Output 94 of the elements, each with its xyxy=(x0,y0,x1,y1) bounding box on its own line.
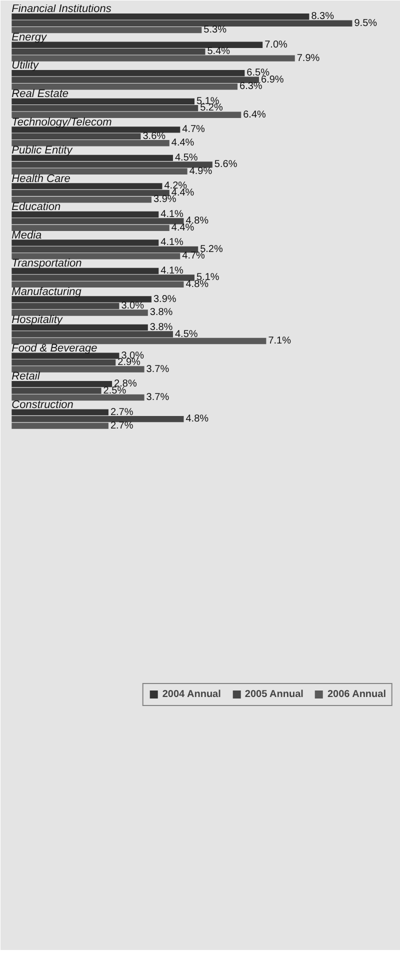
data-label: 4.8% xyxy=(186,414,209,425)
data-label: 3.8% xyxy=(150,322,173,334)
bar xyxy=(12,352,120,359)
data-label: 3.7% xyxy=(146,364,170,375)
y-tick-label: Financial Institutions xyxy=(12,3,112,16)
data-label: 4.1% xyxy=(160,237,184,248)
bar xyxy=(12,14,310,20)
data-label: 4.1% xyxy=(160,208,184,220)
bar xyxy=(12,140,170,146)
data-label: 5.4% xyxy=(207,46,230,58)
data-label: 8.3% xyxy=(311,11,334,22)
y-tick-label: Food & Beverage xyxy=(12,342,98,354)
bar xyxy=(12,183,162,190)
legend-label: 2004 Annual xyxy=(162,688,221,700)
bar xyxy=(12,126,180,133)
data-label: 4.7% xyxy=(182,250,206,262)
y-tick-label: Utility xyxy=(12,60,40,72)
bar xyxy=(12,55,295,62)
bar xyxy=(12,84,238,90)
bar xyxy=(12,388,102,394)
bar xyxy=(12,380,112,388)
bar xyxy=(12,246,198,253)
bar xyxy=(12,98,194,105)
bar xyxy=(12,338,266,344)
data-label: 9.5% xyxy=(354,18,378,29)
bar xyxy=(12,133,141,140)
data-label: 4.7% xyxy=(182,124,206,136)
data-label: 3.7% xyxy=(146,392,170,404)
bar xyxy=(12,42,263,48)
data-label: 3.0% xyxy=(121,300,144,312)
bar xyxy=(12,154,173,162)
bar xyxy=(12,218,184,224)
data-label: 5.6% xyxy=(214,159,238,170)
y-tick-label: Manufacturing xyxy=(12,286,82,298)
bar xyxy=(12,70,245,76)
y-tick-label: Transportation xyxy=(12,258,82,270)
data-label: 3.6% xyxy=(142,130,166,142)
bar xyxy=(12,310,148,316)
bar xyxy=(12,26,202,34)
bar xyxy=(12,48,206,55)
data-label: 6.3% xyxy=(240,81,262,92)
bar xyxy=(12,112,242,118)
bar xyxy=(12,416,184,422)
bar xyxy=(12,331,173,338)
y-tick-label: Technology/Telecom xyxy=(12,116,112,128)
bar xyxy=(12,409,108,416)
bar xyxy=(12,105,198,112)
data-label: 5.2% xyxy=(200,102,223,114)
bar xyxy=(12,296,152,302)
bar xyxy=(12,302,120,310)
data-label: 3.9% xyxy=(153,194,176,206)
bar xyxy=(12,240,159,246)
bar xyxy=(12,168,188,174)
bar xyxy=(12,268,159,274)
bar xyxy=(12,394,144,401)
bar xyxy=(12,274,194,281)
y-tick-label: Health Care xyxy=(12,172,70,185)
bar xyxy=(12,190,170,196)
data-label: 7.1% xyxy=(268,335,292,346)
bar xyxy=(12,76,260,83)
y-tick-label: Education xyxy=(12,201,61,214)
bar xyxy=(12,211,159,218)
bar xyxy=(12,224,170,232)
legend-label: 2006 Annual xyxy=(327,688,386,700)
data-label: 5.3% xyxy=(204,24,227,36)
bar xyxy=(12,20,352,26)
y-tick-label: Construction xyxy=(12,398,74,411)
data-label: 4.4% xyxy=(171,138,194,149)
legend-label: 2005 Annual xyxy=(244,688,304,700)
bar xyxy=(12,253,180,260)
y-tick-label: Media xyxy=(12,229,42,242)
bar xyxy=(12,366,144,372)
bar xyxy=(12,324,148,331)
data-label: 3.9% xyxy=(153,294,176,305)
bar xyxy=(12,281,184,288)
data-label: 7.9% xyxy=(296,52,320,64)
y-tick-label: Retail xyxy=(12,370,40,383)
bar xyxy=(12,359,116,366)
bar xyxy=(12,196,152,203)
bar xyxy=(12,422,108,429)
data-label: 7.0% xyxy=(264,39,288,50)
y-tick-label: Energy xyxy=(12,31,48,44)
y-tick-label: Public Entity xyxy=(12,144,74,157)
data-label: 4.5% xyxy=(174,328,198,340)
y-tick-label: Hospitality xyxy=(12,314,64,326)
data-label: 6.4% xyxy=(243,109,266,120)
data-label: 4.5% xyxy=(174,152,198,164)
y-tick-label: Real Estate xyxy=(12,88,69,100)
bar xyxy=(12,162,212,168)
data-label: 2.7% xyxy=(110,406,134,418)
data-label: 3.8% xyxy=(150,307,173,318)
data-label: 2.7% xyxy=(110,420,134,432)
data-label: 4.9% xyxy=(189,166,212,177)
data-label: 4.1% xyxy=(160,266,184,276)
